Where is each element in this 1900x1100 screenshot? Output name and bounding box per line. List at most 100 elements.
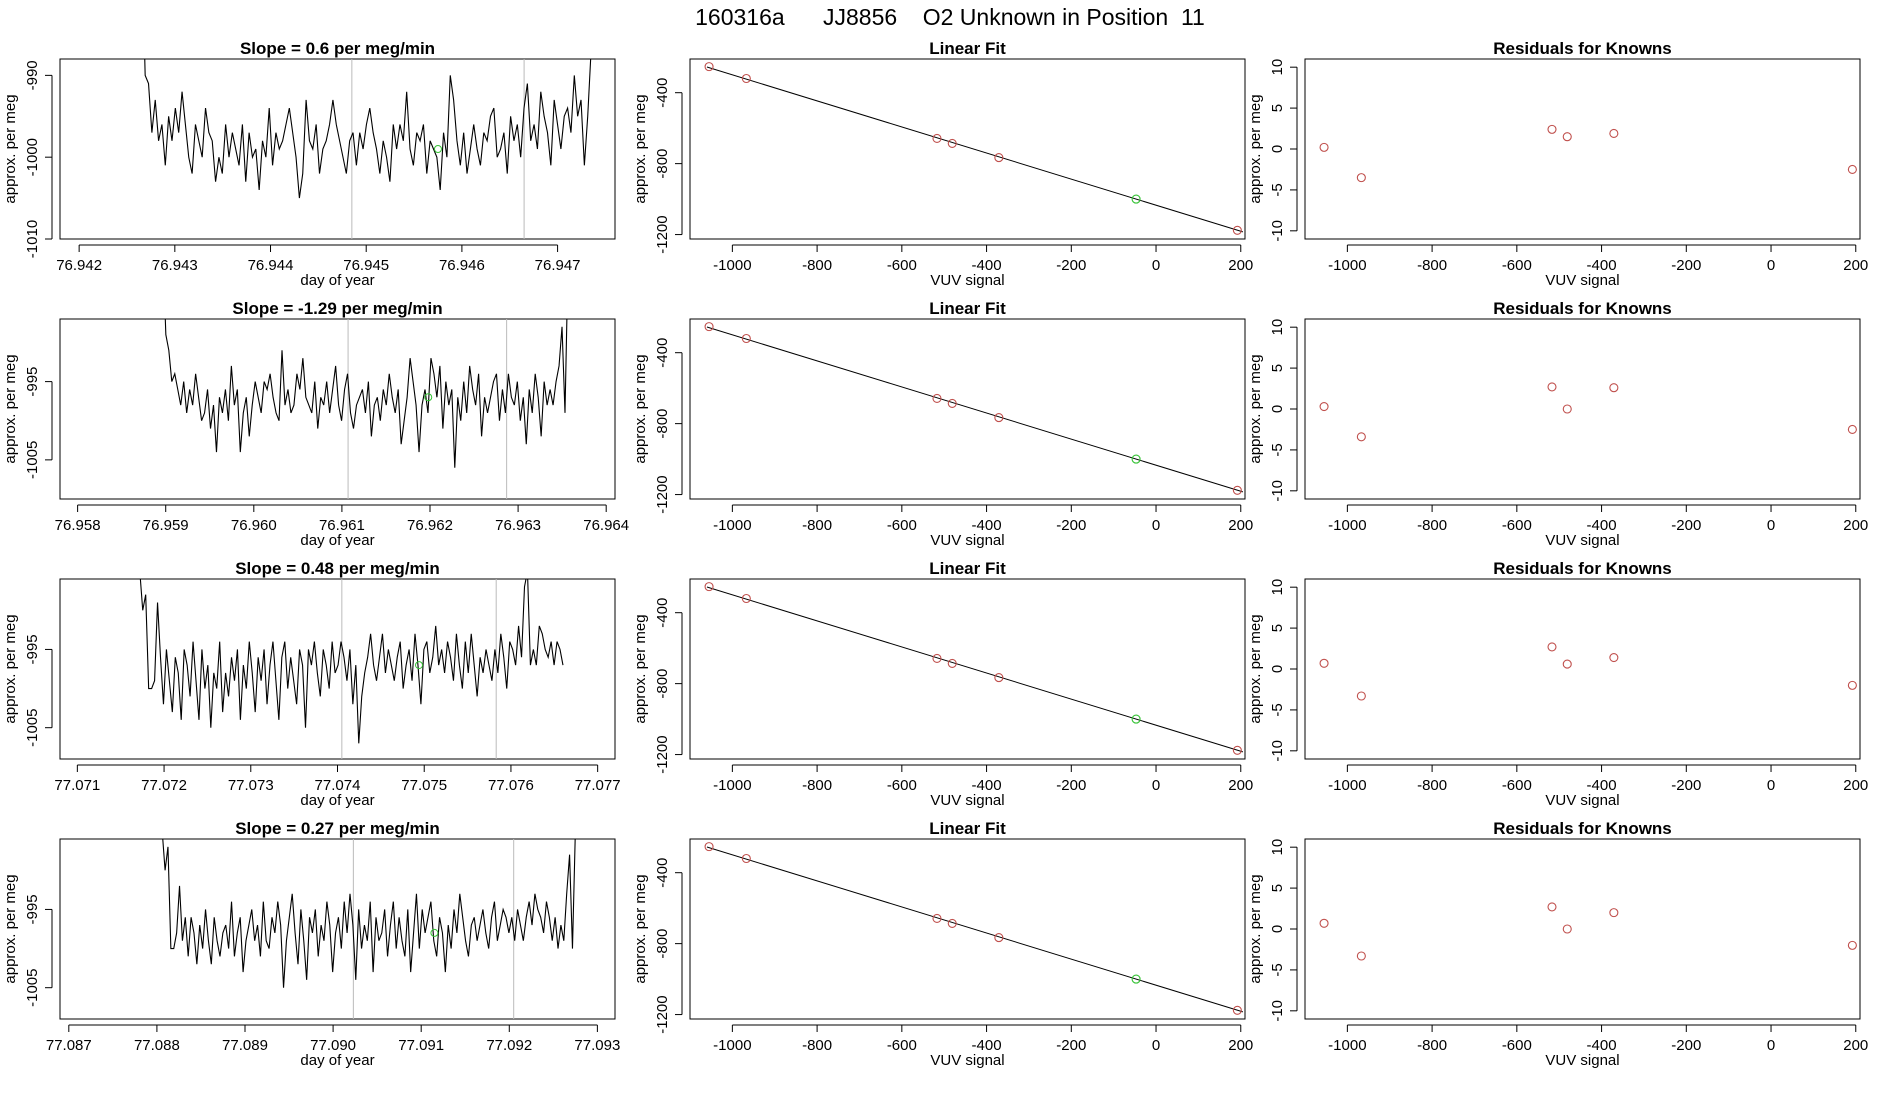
known-point (704, 842, 714, 852)
x-tick-label: 76.947 (535, 257, 581, 274)
y-tick-label: -400 (654, 78, 671, 108)
x-tick-label: 77.088 (134, 1037, 180, 1054)
known-point (994, 413, 1004, 423)
plot-frame (59, 58, 616, 240)
x-tick-label: -200 (1671, 257, 1701, 274)
x-tick-label: 77.076 (488, 777, 534, 794)
residual-point (1547, 124, 1557, 134)
y-tick-label: 0 (1269, 145, 1286, 153)
x-tick-label: 76.959 (143, 517, 189, 534)
y-tick-label: -1005 (24, 969, 41, 1007)
panel-3-1 (45, 578, 616, 772)
x-tick-label: -800 (802, 517, 832, 534)
data-layer (1319, 382, 1857, 442)
x-axis-label: VUV signal (930, 792, 1004, 809)
known-point (741, 853, 751, 864)
x-axis-label: VUV signal (930, 1052, 1004, 1069)
x-tick-label: 77.072 (141, 777, 187, 794)
y-axis-label: approx. per meg (632, 94, 649, 203)
data-layer (1319, 642, 1857, 701)
x-tick-label: 76.961 (319, 517, 365, 534)
x-tick-label: -800 (1417, 1037, 1447, 1054)
known-point (947, 398, 957, 408)
plot-frame (59, 318, 616, 500)
x-tick-label: 76.958 (55, 517, 101, 534)
y-axis-label: approx. per meg (2, 354, 19, 463)
panel-1-3 (1290, 58, 1861, 252)
known-point (994, 933, 1004, 943)
panel-title: Residuals for Knowns (1493, 819, 1672, 838)
x-tick-label: 76.960 (231, 517, 277, 534)
residual-point (1847, 940, 1857, 950)
x-tick-label: 200 (1228, 517, 1253, 534)
x-tick-label: -200 (1056, 517, 1086, 534)
panel-2-3 (1290, 318, 1861, 512)
x-tick-label: 77.093 (574, 1037, 620, 1054)
residual-point (1319, 918, 1329, 928)
known-point (994, 153, 1004, 163)
y-tick-label: -800 (654, 409, 671, 439)
plot-frame (1304, 58, 1861, 240)
x-tick-label: -200 (1671, 1037, 1701, 1054)
y-tick-label: -5 (1269, 443, 1286, 456)
residual-point (1356, 951, 1366, 961)
plot-frame (1304, 318, 1861, 500)
y-tick-label: -5 (1269, 963, 1286, 976)
y-tick-label: -5 (1269, 183, 1286, 196)
y-tick-label: -995 (24, 367, 41, 397)
known-point (1232, 1005, 1242, 1015)
x-tick-label: 76.942 (56, 257, 102, 274)
x-tick-label: -1000 (713, 257, 751, 274)
y-tick-label: -995 (24, 634, 41, 664)
figure-title: 160316a JJ8856 O2 Unknown in Position 11 (695, 4, 1205, 30)
panel-title: Residuals for Knowns (1493, 299, 1672, 318)
series-line-trace (144, 59, 592, 199)
data-layer (164, 319, 568, 499)
residual-point (1547, 642, 1557, 652)
x-tick-label: 200 (1228, 257, 1253, 274)
fit-line (706, 326, 1244, 493)
y-tick-label: -1000 (24, 138, 41, 176)
known-point (704, 582, 714, 592)
plot-frame (59, 578, 616, 760)
x-tick-label: -400 (1587, 1037, 1617, 1054)
y-tick-label: 10 (1269, 59, 1286, 76)
panel-2-2 (675, 318, 1246, 512)
residual-point (1609, 908, 1619, 918)
plot-frame (1304, 578, 1861, 760)
x-tick-label: -800 (1417, 777, 1447, 794)
x-tick-label: 76.964 (583, 517, 629, 534)
panel-2-1 (45, 318, 616, 512)
unknown-point (1131, 454, 1141, 464)
plot-frame (1304, 838, 1861, 1020)
y-axis-label: approx. per meg (1247, 614, 1264, 723)
y-tick-label: -1010 (24, 220, 41, 258)
panel-1-2 (675, 58, 1246, 252)
x-tick-label: -400 (1587, 517, 1617, 534)
panel-title: Linear Fit (929, 299, 1006, 318)
unknown-marker (424, 393, 433, 402)
y-axis-label: approx. per meg (632, 614, 649, 723)
residual-point (1547, 902, 1557, 912)
residual-point (1356, 173, 1366, 183)
y-tick-label: -400 (654, 858, 671, 888)
x-tick-label: 200 (1843, 517, 1868, 534)
y-axis-label: approx. per meg (1247, 94, 1264, 203)
x-tick-label: -400 (972, 777, 1002, 794)
y-tick-label: -400 (654, 598, 671, 628)
x-axis-label: VUV signal (1545, 272, 1619, 289)
x-tick-label: 0 (1767, 517, 1775, 534)
residual-point (1847, 680, 1857, 690)
x-tick-label: 200 (1228, 777, 1253, 794)
x-tick-label: -200 (1671, 517, 1701, 534)
y-axis-label: approx. per meg (2, 94, 19, 203)
fit-line (706, 66, 1244, 233)
unknown-marker (433, 145, 442, 153)
plot-frame (689, 318, 1246, 500)
known-point (1232, 485, 1242, 495)
x-tick-label: -600 (1502, 517, 1532, 534)
data-layer (1319, 124, 1857, 183)
x-tick-label: 200 (1843, 257, 1868, 274)
y-tick-label: -800 (654, 669, 671, 699)
y-tick-label: 10 (1269, 579, 1286, 596)
